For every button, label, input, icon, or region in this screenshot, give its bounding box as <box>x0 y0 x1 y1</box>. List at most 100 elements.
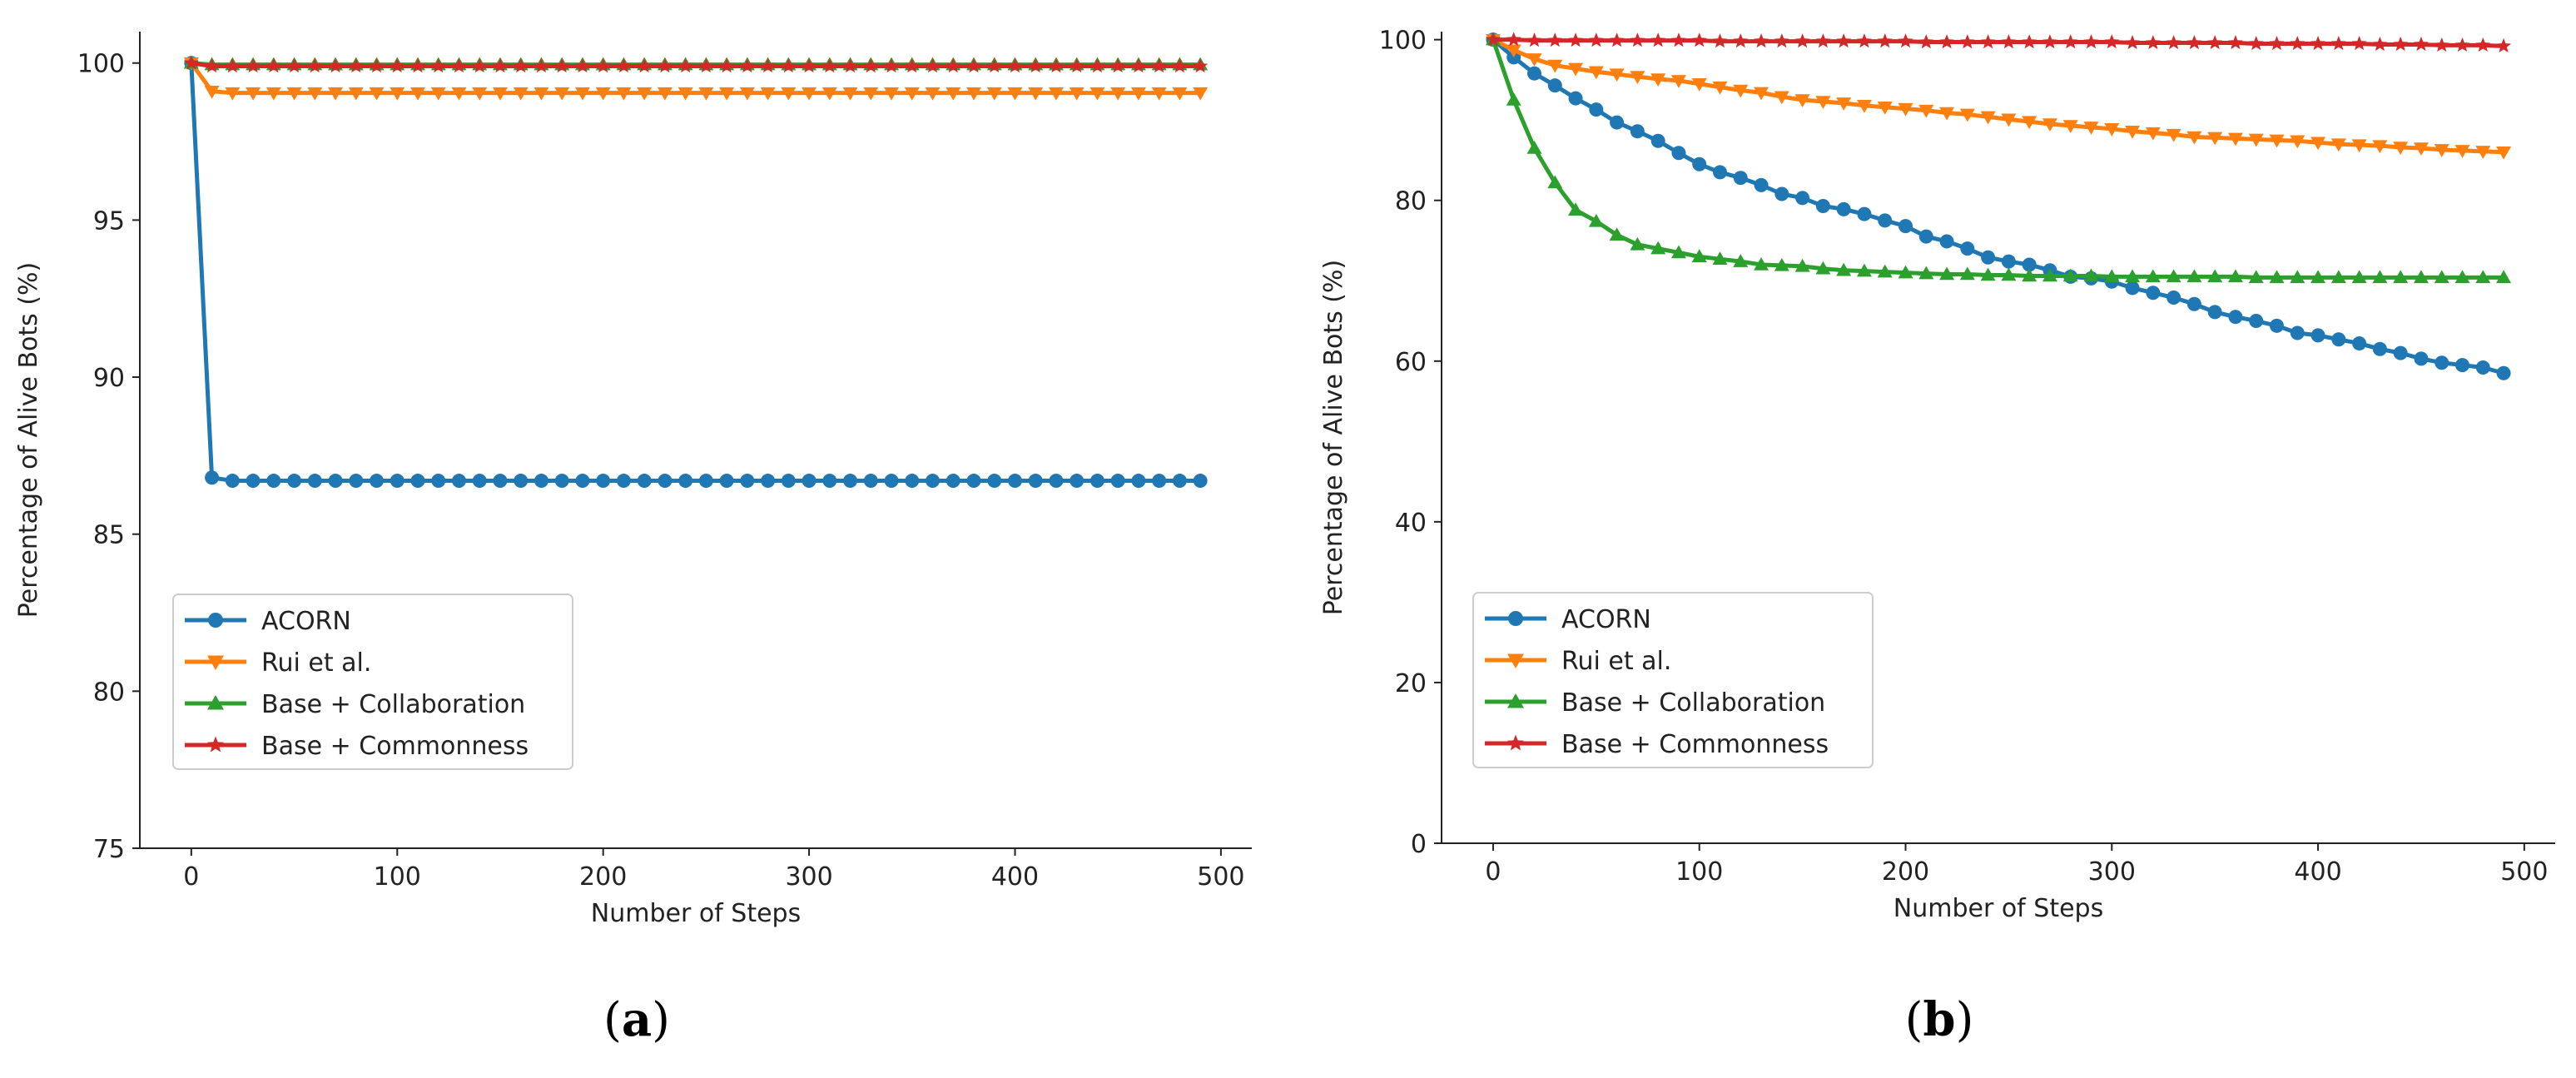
data-point <box>1193 58 1209 73</box>
data-point <box>1691 249 1707 263</box>
legend-item-base-commonness: Base + Commonness <box>1485 730 1829 759</box>
data-point <box>554 58 570 73</box>
legend-marker <box>207 736 224 753</box>
panel-label: (b) <box>1905 992 1974 1047</box>
data-point <box>1754 33 1769 48</box>
data-point <box>761 474 776 489</box>
data-point <box>2372 37 2388 52</box>
data-point <box>2351 36 2367 51</box>
x-tick-label: 500 <box>2500 857 2548 887</box>
data-point <box>1650 32 1666 47</box>
x-tick-label: 0 <box>183 862 199 892</box>
data-point <box>1898 33 1913 48</box>
data-point <box>328 87 344 101</box>
data-point <box>698 87 714 101</box>
data-point <box>616 87 632 101</box>
data-point <box>1918 229 1933 244</box>
data-point <box>1131 474 1146 489</box>
data-point <box>1193 474 1208 489</box>
data-point <box>2290 36 2305 51</box>
data-point <box>1028 58 1044 73</box>
data-point <box>1007 58 1023 73</box>
data-point <box>390 87 405 101</box>
data-point <box>1172 474 1187 489</box>
data-point <box>205 470 220 485</box>
y-tick-label: 90 <box>93 364 125 393</box>
data-point <box>2434 37 2449 52</box>
data-point <box>698 474 713 489</box>
data-point <box>1918 34 1934 49</box>
data-point <box>946 87 961 101</box>
data-point <box>2042 268 2057 282</box>
data-point <box>616 58 632 73</box>
legend: ACORN Rui et al. Base + Collaboration Base … <box>1472 592 1874 768</box>
chart-panel-a: 0 100 200 300 400 500 75 80 85 90 95 100 Number of S… <box>14 32 1252 1047</box>
data-point <box>1692 156 1707 171</box>
data-point <box>2351 139 2367 153</box>
x-tick-label: 300 <box>2088 857 2136 887</box>
data-point <box>1049 474 1064 489</box>
data-point <box>637 58 653 73</box>
data-point <box>349 474 364 489</box>
data-point <box>1856 263 1872 277</box>
data-point <box>986 87 1002 101</box>
data-point <box>2496 147 2512 160</box>
data-point <box>616 474 631 489</box>
data-point <box>1588 213 1604 227</box>
data-point <box>204 58 220 73</box>
data-point <box>637 87 653 101</box>
panel-letter: a <box>622 992 652 1047</box>
data-point <box>348 87 364 101</box>
data-point <box>370 474 385 489</box>
data-point <box>2022 268 2037 282</box>
legend-item-base-commonness: Base + Commonness <box>185 732 529 761</box>
data-point <box>2227 35 2243 50</box>
data-point <box>1795 191 1810 206</box>
series-base-commonness <box>183 55 1209 73</box>
legend-label: ACORN <box>261 607 351 636</box>
data-point <box>1630 236 1645 251</box>
data-point <box>1568 32 1584 47</box>
data-point <box>492 58 508 73</box>
data-point <box>884 474 899 489</box>
data-point <box>451 87 467 101</box>
data-point <box>2393 345 2408 360</box>
data-point <box>1733 254 1749 267</box>
y-tick-label: 100 <box>77 50 125 79</box>
data-point <box>369 87 385 101</box>
data-point <box>1898 102 1913 117</box>
data-point <box>2475 146 2491 159</box>
data-point <box>1007 87 1023 101</box>
data-point <box>2167 291 2181 306</box>
data-point <box>2062 120 2078 133</box>
legend-item-base-collaboration: Base + Collaboration <box>185 690 525 719</box>
data-point <box>1754 87 1769 101</box>
data-point <box>1547 175 1563 189</box>
data-point <box>410 58 425 73</box>
data-point <box>781 58 797 73</box>
x-tick-label: 100 <box>374 862 421 892</box>
data-point <box>472 474 487 489</box>
data-point <box>925 87 941 101</box>
data-point <box>2104 269 2120 283</box>
x-tick-label: 0 <box>1485 857 1501 887</box>
data-point <box>678 474 693 489</box>
data-point <box>925 58 941 73</box>
data-point <box>2290 135 2305 149</box>
data-point <box>2475 270 2491 284</box>
data-point <box>2083 34 2099 49</box>
data-point <box>430 87 446 101</box>
data-point <box>2125 125 2141 139</box>
data-point <box>2166 269 2181 283</box>
legend-label: Rui et al. <box>261 648 371 678</box>
data-point <box>1691 32 1707 47</box>
legend-item-rui-et-al: Rui et al. <box>185 648 371 678</box>
data-point <box>2104 123 2120 137</box>
data-point <box>1733 84 1749 98</box>
data-point <box>884 58 900 73</box>
y-tick-label: 75 <box>93 835 125 864</box>
data-point <box>781 474 796 489</box>
legend-item-rui-et-al: Rui et al. <box>1485 647 1671 676</box>
data-point <box>1568 202 1584 216</box>
data-point <box>2083 268 2099 282</box>
